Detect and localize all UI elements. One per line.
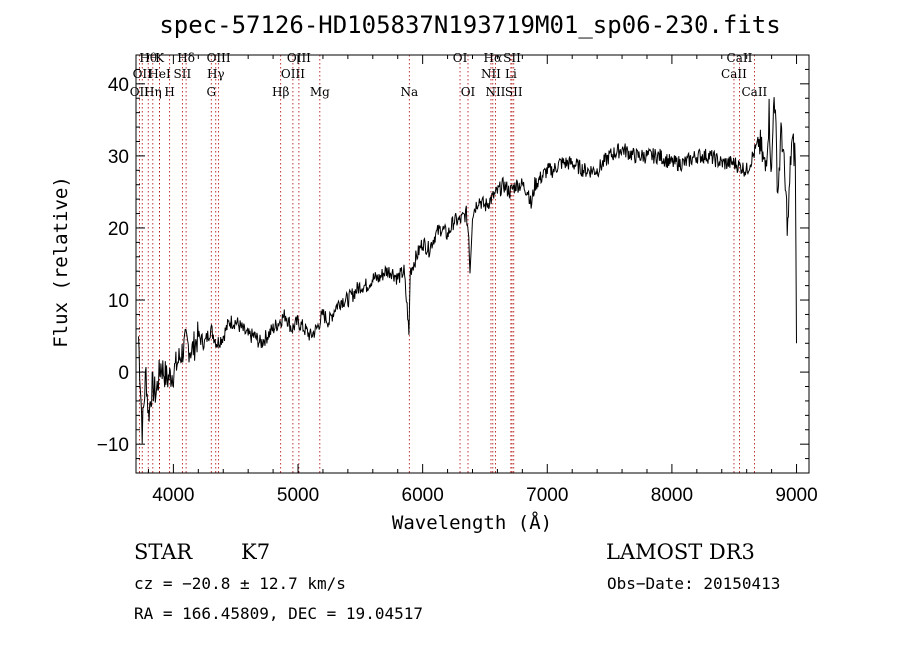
object-class: STAR [134,540,193,564]
line-label-3-5: Mg [310,85,330,99]
line-label-2-6: Li [505,67,517,81]
line-label-2-2: SII [174,67,192,81]
line-label-3-7: OI [461,85,476,99]
line-label-2-5: NII [481,67,501,81]
line-label-1-3: OIII [207,51,231,65]
line-label-3-0: OII [130,85,150,99]
y-axis-label: Flux (relative) [50,176,72,348]
line-label-1-1: K [155,51,165,65]
line-label-3-8: NII [485,85,505,99]
x-tick-label-5: 9000 [775,485,817,506]
line-label-2-4: OIII [281,67,305,81]
x-tick-label-2: 6000 [402,485,444,506]
x-tick-label-0: 4000 [152,485,194,506]
line-label-1-7: SII [503,51,521,65]
line-label-2-7: CaII [721,67,747,81]
spectral-line-markers [138,55,755,473]
obs-date: Obs−Date: 20150413 [607,574,780,593]
chart-title: spec-57126-HD105837N193719M01_sp06-230.f… [159,11,780,39]
line-label-1-2: Hδ [177,51,195,65]
y-tick-label-4: 30 [108,147,129,168]
x-axis-label: Wavelength (Å) [392,511,552,534]
x-tick-label-3: 7000 [526,485,568,506]
coordinates: RA = 166.45809, DEC = 19.04517 [134,604,423,623]
x-tick-label-4: 8000 [651,485,693,506]
line-label-3-9: SII [505,85,523,99]
line-label-1-5: OI [453,51,468,65]
line-label-1-4: OIII [287,51,311,65]
line-label-2-1: HeI [148,67,171,81]
line-label-3-6: Na [400,85,418,99]
line-label-3-1: Hη [144,85,162,99]
line-label-3-4: Hβ [272,85,289,99]
object-subclass: K7 [241,540,270,564]
line-label-3-2: H [164,85,174,99]
axis-ticks: 4000 5000 6000 7000 8000 9000 −10 0 10 20 30 40 [97,55,818,506]
line-label-3-3: G [206,85,216,99]
y-tick-label-3: 20 [108,219,129,240]
line-label-3-10: CaII [741,85,767,99]
plot-frame [135,54,810,474]
line-label-1-8: CaII [727,51,753,65]
y-tick-label-0: −10 [97,435,129,456]
line-label-2-3: Hγ [207,67,225,81]
redshift-text: cz = −20.8 ± 12.7 km/s [134,574,346,593]
y-tick-label-2: 10 [108,291,129,312]
line-label-2-0: OII [133,67,153,81]
survey-name: LAMOST DR3 [606,540,755,564]
y-tick-label-5: 40 [108,75,129,96]
line-label-1-6: Hα [484,51,503,65]
y-tick-label-1: 0 [118,363,129,384]
x-tick-label-1: 5000 [277,485,319,506]
spectrum-line [138,97,797,444]
